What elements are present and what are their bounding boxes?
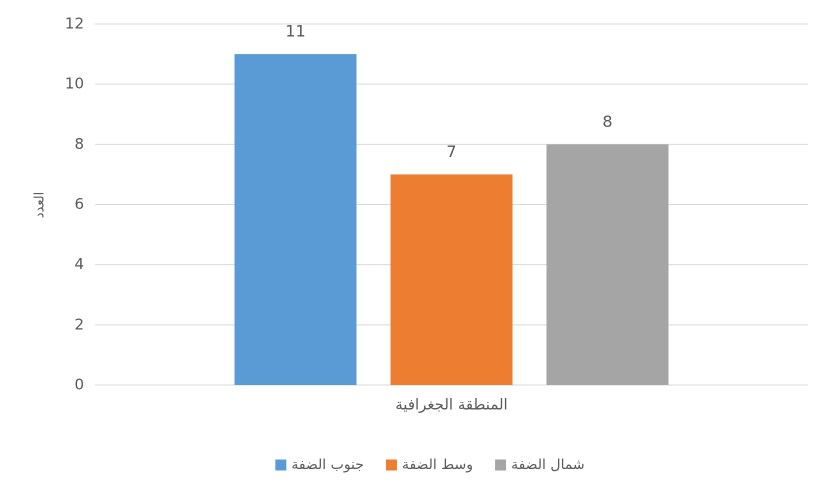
legend-label: جنوب الضفة [291, 457, 364, 473]
legend-label: شمال الضفة [511, 457, 585, 473]
y-tick-label: 8 [74, 135, 84, 153]
y-tick-label: 0 [74, 376, 84, 394]
data-label: 8 [602, 112, 612, 131]
legend-label: وسط الضفة [402, 457, 473, 473]
bar [390, 174, 513, 385]
y-tick-label: 6 [74, 195, 84, 213]
y-tick-label: 12 [65, 15, 84, 33]
data-label: 7 [446, 142, 456, 161]
legend-swatch [385, 459, 397, 471]
bar [546, 144, 669, 385]
y-tick-label: 4 [74, 255, 84, 273]
legend-swatch [495, 459, 507, 471]
data-label: 11 [285, 22, 305, 41]
y-tick-label: 10 [65, 75, 84, 93]
legend-swatch [275, 459, 287, 471]
bar [234, 54, 357, 385]
x-tick-label: المنطقة الجغرافية [395, 396, 507, 414]
y-tick-label: 2 [74, 315, 84, 333]
y-axis-label: العدد [33, 192, 48, 218]
